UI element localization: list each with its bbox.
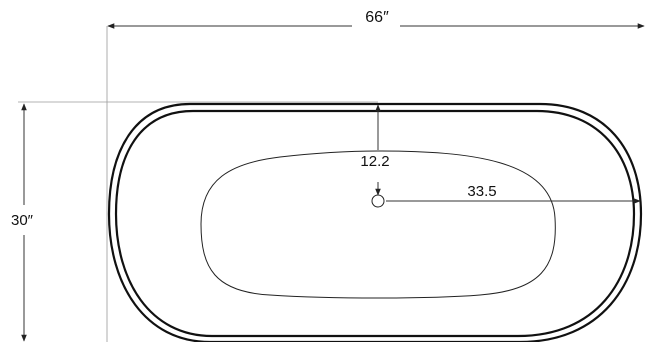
- drain-to-end-label: 33.5: [467, 183, 496, 200]
- drain-icon: [371, 194, 385, 208]
- tub-basin-outline: [200, 150, 556, 299]
- tub-outer-rim: [107, 102, 643, 342]
- drain-offset-label: 12.2: [360, 153, 389, 170]
- length-label: 66″: [365, 9, 389, 26]
- width-label: 30″: [11, 212, 34, 229]
- tub-inner-rim: [114, 109, 636, 338]
